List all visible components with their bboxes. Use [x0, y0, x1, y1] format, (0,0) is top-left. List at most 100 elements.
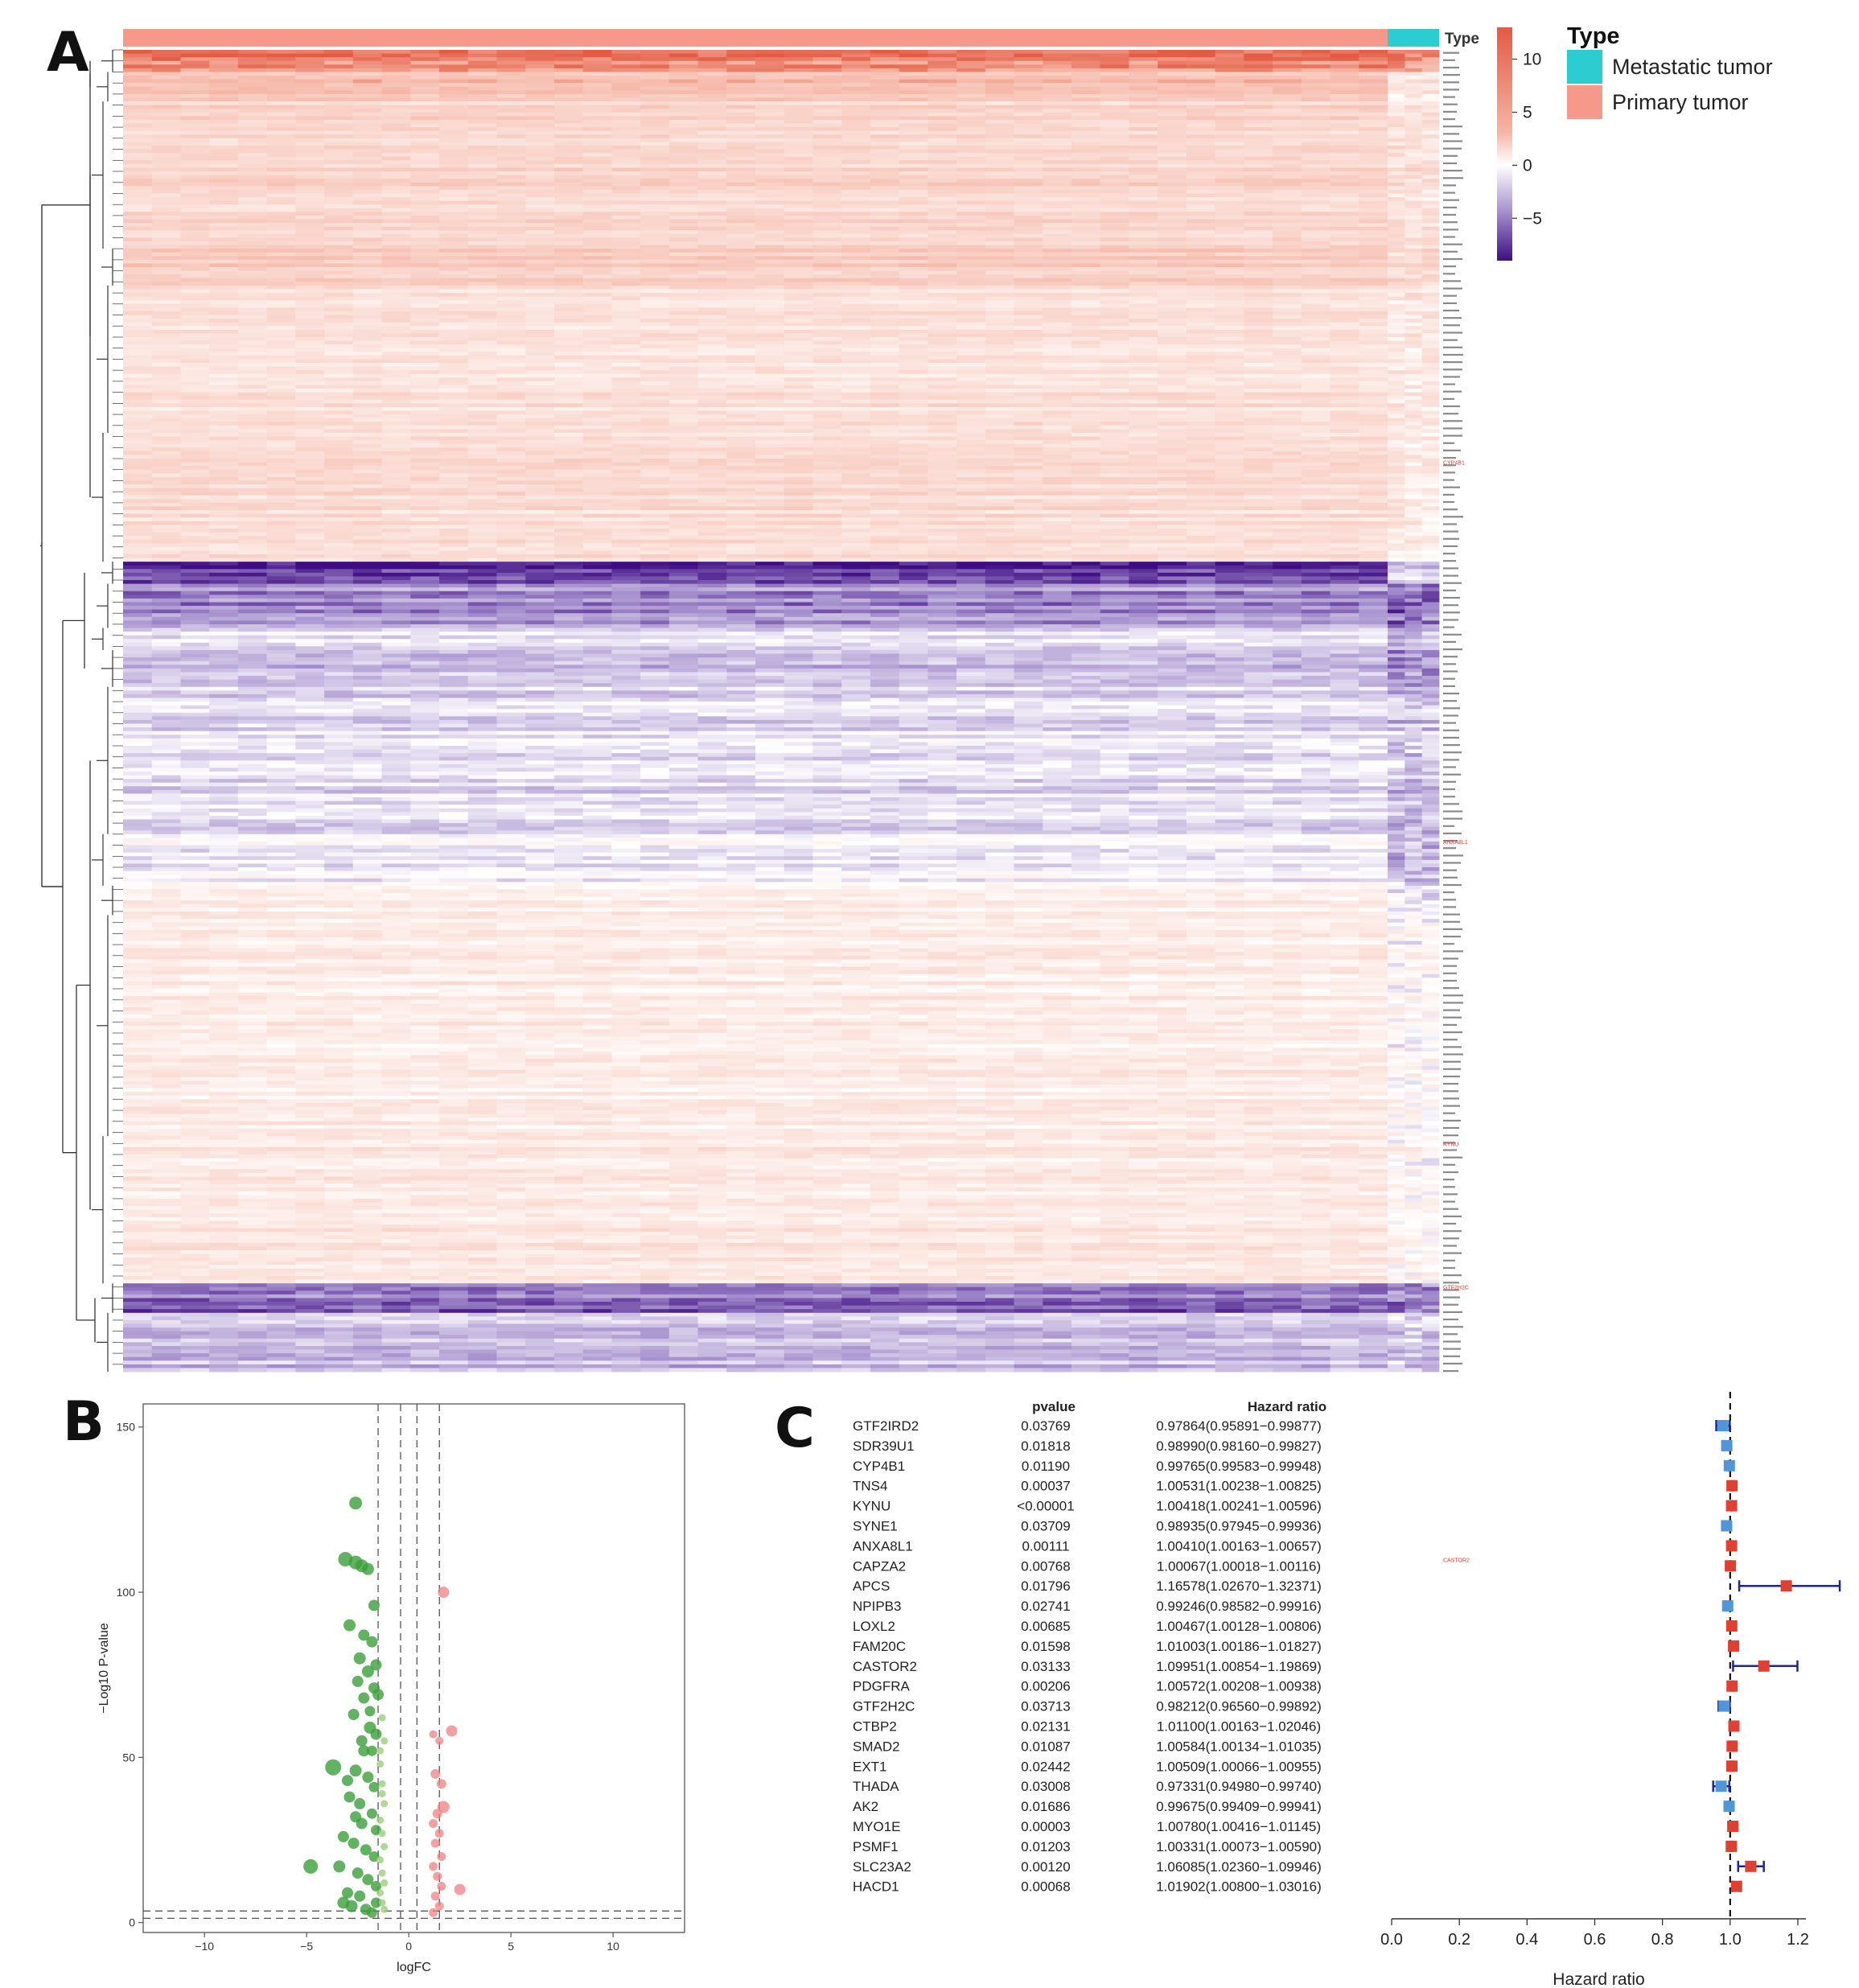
- heatmap-cell: [783, 396, 814, 401]
- heatmap-cell: [755, 377, 785, 382]
- heatmap-cell: [1186, 230, 1216, 235]
- heatmap-cell-metastatic: [1388, 300, 1405, 305]
- heatmap-cell: [1158, 370, 1187, 375]
- heatmap-cell: [582, 285, 612, 290]
- heatmap-cell: [467, 396, 498, 401]
- heatmap-cell: [697, 329, 727, 334]
- heatmap-cell: [352, 377, 383, 382]
- heatmap-cell: [783, 189, 814, 194]
- heatmap-cell: [209, 300, 239, 305]
- heatmap-cell: [1301, 389, 1331, 393]
- heatmap-cell: [1100, 399, 1130, 404]
- heatmap-cell: [582, 189, 612, 194]
- heatmap-cell: [1158, 399, 1187, 404]
- heatmap-cell: [1043, 396, 1072, 401]
- heatmap-cell: [525, 406, 555, 411]
- heatmap-cell: [1244, 182, 1273, 187]
- heatmap-cell-metastatic: [1405, 186, 1423, 191]
- heatmap-cell: [956, 252, 986, 257]
- heatmap-cell: [1330, 315, 1359, 319]
- heatmap-cell: [956, 226, 986, 231]
- heatmap-cell: [1100, 355, 1130, 360]
- heatmap-cell: [381, 381, 411, 385]
- heatmap-cell: [467, 212, 498, 216]
- heatmap-cell: [1186, 381, 1216, 385]
- heatmap-cell: [1186, 130, 1216, 135]
- heatmap-cell: [123, 116, 153, 121]
- heatmap-cell: [640, 64, 670, 69]
- heatmap-cell: [1014, 396, 1043, 401]
- heatmap-cell: [439, 167, 469, 172]
- heatmap-cell: [783, 83, 814, 88]
- heatmap-cell: [812, 134, 842, 139]
- heatmap-cell: [209, 259, 239, 264]
- heatmap-cell: [381, 208, 411, 212]
- heatmap-cell: [467, 156, 498, 161]
- heatmap-cell: [783, 403, 814, 408]
- heatmap-cell: [1301, 57, 1331, 62]
- heatmap-cell: [841, 403, 871, 408]
- heatmap-cell: [726, 274, 756, 279]
- heatmap-cell: [439, 270, 469, 275]
- heatmap-cell-metastatic: [1388, 282, 1405, 286]
- heatmap-cell: [1186, 189, 1216, 194]
- heatmap-cell: [611, 230, 641, 235]
- heatmap-cell: [467, 208, 498, 212]
- heatmap-cell: [1043, 399, 1072, 404]
- heatmap-cell: [1215, 215, 1244, 220]
- heatmap-cell: [1129, 186, 1158, 191]
- heatmap-cell: [870, 68, 900, 72]
- heatmap-cell: [525, 425, 555, 430]
- heatmap-cell: [1330, 72, 1359, 76]
- heatmap-cell: [209, 270, 239, 275]
- heatmap-cell: [985, 109, 1015, 113]
- heatmap-cell: [410, 274, 440, 279]
- heatmap-cell: [1359, 319, 1388, 323]
- heatmap-cell: [467, 116, 498, 121]
- heatmap-cell: [410, 175, 440, 179]
- heatmap-cell: [697, 241, 727, 245]
- heatmap-cell: [640, 119, 670, 124]
- heatmap-cell: [151, 392, 182, 397]
- heatmap-cell: [553, 329, 584, 334]
- heatmap-cell: [812, 241, 842, 245]
- heatmap-cell-metastatic: [1405, 237, 1423, 242]
- heatmap-cell: [151, 282, 182, 286]
- heatmap-cell: [755, 156, 785, 161]
- heatmap-cell: [237, 215, 268, 220]
- heatmap-cell: [956, 101, 986, 106]
- heatmap-cell: [439, 274, 469, 279]
- heatmap-cell-metastatic: [1421, 355, 1440, 360]
- heatmap-cell-metastatic: [1421, 200, 1440, 205]
- heatmap-cell-metastatic: [1388, 145, 1405, 150]
- heatmap-cell: [123, 289, 153, 294]
- heatmap-cell: [324, 83, 354, 88]
- heatmap-cell: [1014, 204, 1043, 209]
- heatmap-cell: [697, 79, 727, 84]
- heatmap-cell: [697, 127, 727, 132]
- heatmap-cell: [439, 414, 469, 419]
- heatmap-cell: [1301, 263, 1331, 268]
- heatmap-cell: [266, 64, 296, 69]
- heatmap-cell: [496, 171, 526, 176]
- heatmap-cell: [1186, 97, 1216, 102]
- heatmap-cell: [668, 212, 699, 216]
- heatmap-cell: [611, 93, 641, 98]
- heatmap-cell: [611, 370, 641, 375]
- heatmap-cell: [209, 130, 239, 135]
- heatmap-cell: [553, 326, 584, 331]
- heatmap-cell: [352, 237, 383, 242]
- heatmap-cell: [1043, 237, 1072, 242]
- heatmap-cell: [1244, 352, 1273, 356]
- heatmap-cell: [1359, 252, 1388, 257]
- heatmap-cell: [783, 263, 814, 268]
- heatmap-cell: [697, 116, 727, 121]
- heatmap-cell: [123, 83, 153, 88]
- heatmap-cell: [151, 83, 182, 88]
- heatmap-cell: [123, 259, 153, 264]
- heatmap-cell: [237, 293, 268, 298]
- heatmap-cell: [668, 377, 699, 382]
- heatmap-cell: [1301, 160, 1331, 165]
- heatmap-cell-metastatic: [1405, 285, 1423, 290]
- heatmap-cell: [180, 145, 210, 150]
